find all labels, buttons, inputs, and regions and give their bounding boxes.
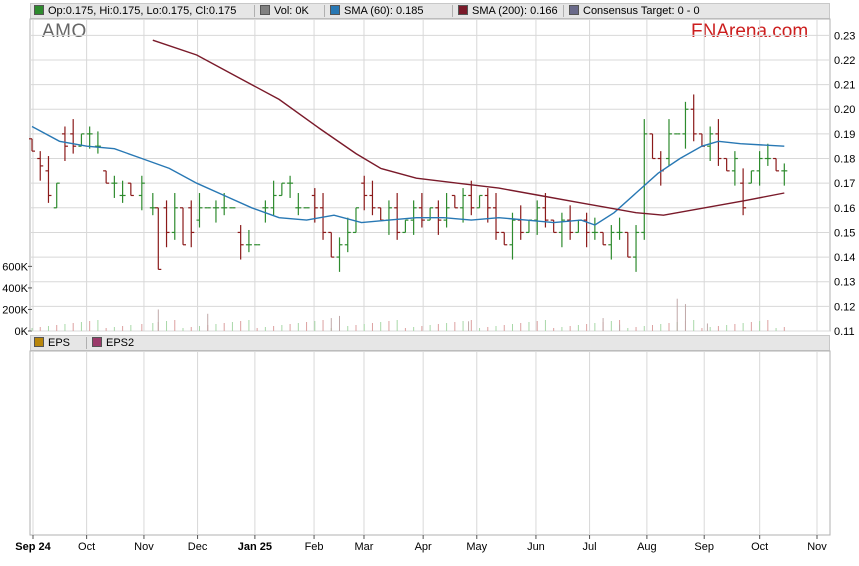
x-tick-label: Mar	[355, 541, 374, 553]
legend-separator	[254, 5, 255, 17]
x-tick-label: May	[466, 541, 487, 553]
legend-label: EPS	[48, 337, 71, 349]
brand-logo: FNArena.com	[691, 21, 809, 42]
legend-top: Op:0.175, Hi:0.175, Lo:0.175, Cl:0.175 Vo…	[30, 3, 830, 19]
legend-swatch	[330, 5, 340, 16]
y-tick-label: 0.12	[834, 301, 855, 313]
x-tick-label: Apr	[415, 541, 432, 553]
legend-item: SMA (60): 0.185	[327, 5, 424, 18]
legend-item: Op:0.175, Hi:0.175, Lo:0.175, Cl:0.175	[31, 5, 236, 18]
x-tick-label: Nov	[807, 541, 827, 553]
y-tick-label: 0.23	[834, 30, 855, 42]
legend-separator	[86, 337, 87, 349]
legend-swatch	[569, 5, 579, 16]
y-tick-label: 0.18	[834, 154, 855, 166]
x-tick-label: Jan 25	[238, 541, 272, 553]
y-tick-label: 0.15	[834, 227, 855, 239]
legend-swatch	[92, 337, 102, 348]
legend-item: EPS2	[89, 337, 134, 350]
eps-panel-frame	[29, 350, 831, 536]
legend-label: SMA (200): 0.166	[472, 5, 558, 17]
y-tick-label: 0.16	[834, 203, 855, 215]
y-tick-label: 0.20	[834, 104, 855, 116]
legend-swatch	[260, 5, 270, 16]
y-tick-label: 0.11	[834, 326, 855, 338]
y-tick-label: 0.17	[834, 178, 855, 190]
sma200-line	[152, 39, 785, 216]
x-tick-label: Dec	[188, 541, 208, 553]
y-tick-label: 0.21	[834, 80, 855, 92]
legend-label: Consensus Target: 0 - 0	[583, 5, 700, 17]
legend-label: Vol: 0K	[274, 5, 309, 17]
y-tick-label: 0.14	[834, 252, 855, 264]
legend-item: Consensus Target: 0 - 0	[566, 5, 700, 18]
legend-swatch	[34, 5, 44, 16]
volume-tick-label: 200K	[2, 304, 28, 316]
x-tick-label: Feb	[305, 541, 324, 553]
legend-swatch	[458, 5, 468, 16]
legend-separator	[452, 5, 453, 17]
x-tick-label: Sep	[694, 541, 714, 553]
legend-label: SMA (60): 0.185	[344, 5, 424, 17]
y-tick-label: 0.22	[834, 55, 855, 67]
volume-tick-label: 0K	[15, 326, 29, 338]
sma60-line	[31, 125, 785, 226]
legend-swatch	[34, 337, 44, 348]
volume-tick-label: 600K	[2, 261, 28, 273]
x-tick-label: Nov	[134, 541, 154, 553]
legend-label: Op:0.175, Hi:0.175, Lo:0.175, Cl:0.175	[48, 5, 237, 17]
ticker-label: AMO	[42, 21, 87, 42]
legend-item: EPS	[31, 337, 70, 350]
legend-item: SMA (200): 0.166	[455, 5, 558, 18]
x-tick-label: Jun	[527, 541, 545, 553]
legend-separator	[324, 5, 325, 17]
legend-label: EPS2	[106, 337, 135, 349]
price-panel-frame	[29, 18, 831, 332]
x-tick-label: Oct	[78, 541, 95, 553]
legend-item: Vol: 0K	[257, 5, 309, 18]
x-tick-label: Sep 24	[15, 541, 51, 553]
legend-separator	[563, 5, 564, 17]
x-tick-label: Aug	[637, 541, 657, 553]
volume-tick-label: 400K	[2, 283, 28, 295]
x-tick-label: Oct	[751, 541, 768, 553]
x-tick-label: Jul	[583, 541, 597, 553]
y-tick-label: 0.13	[834, 277, 855, 289]
y-tick-label: 0.19	[834, 129, 855, 141]
